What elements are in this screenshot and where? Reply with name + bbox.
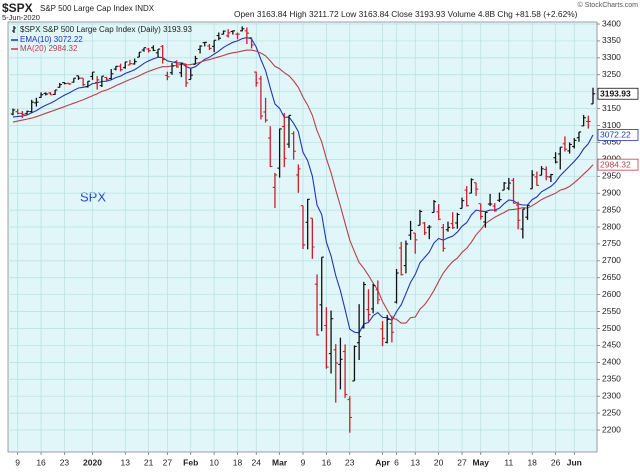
value-box-label: 3193.93 (600, 88, 631, 98)
y-tick-label: 2650 (602, 272, 621, 282)
y-tick-label: 3300 (602, 52, 621, 62)
y-tick-label: 2850 (602, 204, 621, 214)
legend-value: 2984.32 (48, 44, 77, 53)
x-tick-label: 13 (411, 457, 421, 467)
x-tick-label: 21 (144, 457, 154, 467)
y-tick-label: 2700 (602, 255, 621, 265)
y-tick-label: 2400 (602, 357, 621, 367)
y-tick-label: 2300 (602, 390, 621, 400)
x-tick-label: 11 (504, 457, 513, 467)
y-tick-label: 2750 (602, 238, 621, 248)
value-box (597, 129, 639, 141)
legend-value: 3072.22 (54, 35, 83, 44)
y-tick-label: 2800 (602, 221, 621, 231)
x-tick-label: Mar (272, 457, 288, 467)
indicator-lines (12, 37, 594, 334)
value-box-label: 3072.22 (600, 130, 631, 140)
y-tick-label: 2250 (602, 407, 621, 417)
y-tick-label: 2900 (602, 187, 621, 197)
y-tick-label: 2350 (602, 374, 621, 384)
y-tick-label: 3050 (602, 137, 621, 147)
x-tick-label: 20 (434, 457, 444, 467)
y-tick-label: 2500 (602, 323, 621, 333)
legend-value: 3193.93 (163, 25, 192, 34)
value-box-label: 2984.32 (600, 159, 631, 169)
annotation: SPX (80, 189, 106, 204)
indicator-line (12, 49, 594, 324)
credit: © StockCharts.com (578, 1, 639, 9)
legend-entry: MA(20) 2984.32 (20, 44, 78, 53)
y-tick-label: 2950 (602, 171, 621, 181)
price-axis-labels: 3193.93 3072.22 2984.32 (597, 87, 639, 171)
indicator-line (12, 37, 594, 334)
grid (8, 22, 597, 452)
x-tick-label: 24 (251, 457, 261, 467)
x-tick-label: 26 (551, 457, 561, 467)
legend-label: EMA(10) (20, 35, 52, 44)
x-tick-label: 2020 (83, 457, 102, 467)
y-tick-label: 3000 (602, 154, 621, 164)
y-tick-label: 3100 (602, 120, 621, 130)
symbol: $SPX (2, 1, 33, 15)
x-tick-label: 23 (345, 457, 355, 467)
x-tick-label: 16 (36, 457, 46, 467)
x-tick-label: 23 (60, 457, 70, 467)
legend: $SPX S&P 500 Large Cap Index (Daily) 319… (11, 25, 193, 53)
y-tick-label: 2200 (602, 424, 621, 434)
y-tick-label: 3350 (602, 35, 621, 45)
quote: Open 3163.84 High 3211.72 Low 3163.84 Cl… (234, 9, 578, 19)
x-tick-label: 6 (394, 457, 399, 467)
legend-label: $SPX S&P 500 Large Cap Index (Daily) (20, 25, 161, 34)
y-tick-label: 3150 (602, 103, 621, 113)
x-tick-label: 10 (209, 457, 219, 467)
x-tick-label: 9 (301, 457, 306, 467)
y-tick-label: 2600 (602, 289, 621, 299)
x-tick-label: Jun (567, 457, 582, 467)
x-tick-label: 18 (233, 457, 243, 467)
x-tick-label: 27 (457, 457, 467, 467)
date: 5-Jun-2020 (2, 13, 40, 22)
legend-label: MA(20) (20, 44, 47, 53)
x-tick-label: May (472, 457, 489, 467)
x-tick-label: Feb (183, 457, 198, 467)
value-box (597, 87, 639, 100)
x-tick-label: 18 (527, 457, 537, 467)
legend-entry: $SPX S&P 500 Large Cap Index (Daily) 319… (20, 25, 193, 34)
x-tick-label: 13 (121, 457, 131, 467)
y-tick-label: 3400 (602, 18, 621, 28)
y-tick-label: 2550 (602, 306, 621, 316)
value-box (597, 158, 639, 171)
subtitle: S&P 500 Large Cap Index INDX (40, 4, 155, 13)
price-bars (10, 26, 596, 433)
y-tick-label: 3250 (602, 69, 621, 79)
x-tick-label: 9 (15, 457, 20, 467)
legend-entry: EMA(10) 3072.22 (20, 35, 83, 44)
y-tick-label: 2450 (602, 340, 621, 350)
x-tick-label: 27 (163, 457, 173, 467)
x-tick-label: 16 (322, 457, 332, 467)
x-tick-label: Apr (375, 457, 390, 467)
